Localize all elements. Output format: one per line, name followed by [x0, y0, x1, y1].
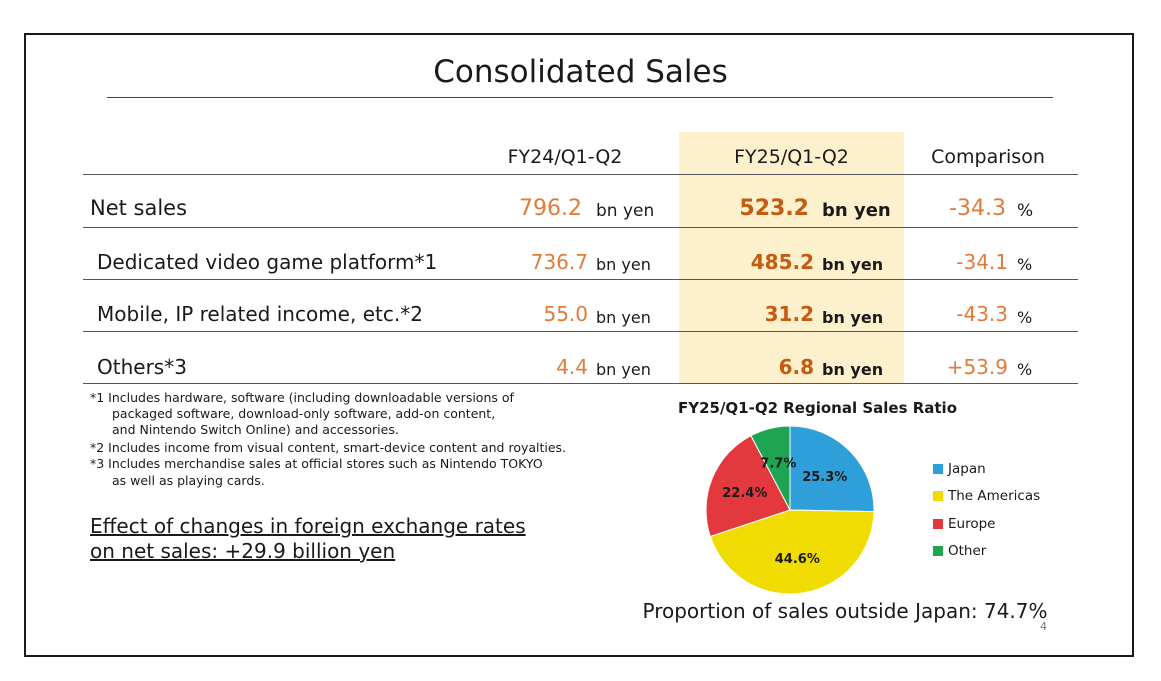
pie-slice-japan	[789, 425, 875, 513]
unit-label: bn yen	[822, 200, 891, 221]
legend-label: The Americas	[948, 488, 1041, 504]
legend-swatch	[933, 491, 943, 501]
table-rule	[83, 279, 1078, 280]
mobile-ip-fy25: 31.2	[764, 302, 814, 326]
table-rule	[83, 331, 1078, 332]
table-rule	[83, 174, 1078, 175]
row-label-others: Others*3	[97, 355, 187, 379]
legend-label: Japan	[948, 461, 986, 477]
unit-label: bn yen	[596, 255, 651, 274]
pie-label-other: 7.7%	[760, 457, 796, 472]
others-fy25: 6.8	[778, 355, 814, 379]
net-sales-fy24: 796.2	[519, 196, 582, 221]
row-label-net-sales: Net sales	[90, 196, 188, 220]
outside-japan-proportion: Proportion of sales outside Japan: 74.7%	[642, 599, 1048, 623]
pie-slice-europe	[705, 434, 791, 538]
row-label-dedicated-platform: Dedicated video game platform*1	[97, 250, 438, 274]
slide-title: Consolidated Sales	[433, 54, 728, 90]
header-fy24: FY24/Q1-Q2	[507, 146, 623, 168]
mobile-ip-comparison: -43.3	[956, 302, 1008, 326]
pie-slice-the-americas	[709, 509, 875, 595]
pie-label-japan: 25.3%	[802, 470, 847, 485]
header-comparison: Comparison	[931, 146, 1045, 168]
others-fy24: 4.4	[556, 355, 588, 379]
legend-item-japan: Japan	[933, 461, 986, 477]
fx-effect-line1: Effect of changes in foreign exchange ra…	[90, 514, 526, 538]
footnote-1: *1 Includes hardware, software (includin…	[90, 390, 514, 405]
percent-sign: %	[1017, 201, 1034, 221]
slide-frame	[24, 33, 1134, 657]
pie-label-the-americas: 44.6%	[775, 552, 820, 567]
mobile-ip-fy24: 55.0	[543, 302, 588, 326]
unit-label: bn yen	[822, 308, 884, 327]
net-sales-fy25: 523.2	[739, 196, 809, 221]
legend-item-other: Other	[933, 543, 986, 559]
net-sales-comparison: -34.3	[949, 196, 1006, 221]
pie-label-europe: 22.4%	[722, 486, 767, 501]
legend-item-europe: Europe	[933, 516, 995, 532]
legend-label: Other	[948, 543, 987, 559]
regional-sales-pie-chart: 25.3% 44.6% 22.4% 7.7%	[705, 425, 875, 595]
others-comparison: +53.9	[946, 355, 1008, 379]
title-underline	[107, 97, 1053, 98]
unit-label: bn yen	[822, 360, 884, 379]
footnote-3: *3 Includes merchandise sales at officia…	[90, 456, 543, 471]
legend-swatch	[933, 519, 943, 529]
legend-item-the-americas: The Americas	[933, 488, 1040, 504]
row-label-mobile-ip: Mobile, IP related income, etc.*2	[97, 302, 423, 326]
footnote-2: *2 Includes income from visual content, …	[90, 440, 567, 455]
unit-label: bn yen	[596, 201, 655, 221]
unit-label: bn yen	[596, 308, 651, 327]
pie-slice-other	[750, 425, 791, 511]
footnote-1-cont: and Nintendo Switch Online) and accessor…	[112, 422, 399, 437]
table-rule	[83, 383, 1078, 384]
legend-swatch	[933, 464, 943, 474]
percent-sign: %	[1017, 255, 1033, 274]
page-number: 4	[1040, 620, 1047, 633]
unit-label: bn yen	[596, 360, 651, 379]
table-rule	[83, 227, 1078, 228]
fx-effect-line2: on net sales: +29.9 billion yen	[90, 539, 396, 563]
footnote-1-cont: packaged software, download-only softwar…	[112, 406, 496, 421]
legend-label: Europe	[948, 516, 996, 532]
footnote-3-cont: as well as playing cards.	[112, 473, 265, 488]
percent-sign: %	[1017, 308, 1033, 327]
header-fy25: FY25/Q1-Q2	[734, 146, 849, 168]
dedicated-platform-fy24: 736.7	[530, 250, 588, 274]
dedicated-platform-fy25: 485.2	[750, 250, 814, 274]
dedicated-platform-comparison: -34.1	[956, 250, 1008, 274]
pie-chart-title: FY25/Q1-Q2 Regional Sales Ratio	[677, 399, 958, 417]
legend-swatch	[933, 546, 943, 556]
unit-label: bn yen	[822, 255, 884, 274]
percent-sign: %	[1017, 360, 1033, 379]
